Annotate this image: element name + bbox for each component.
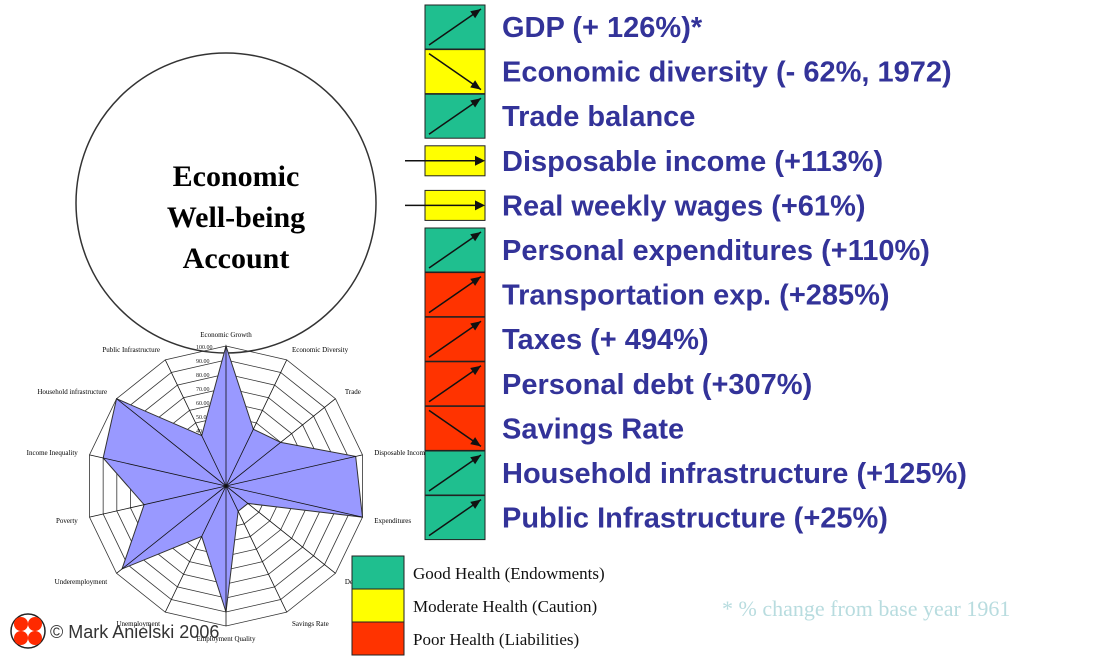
legend-label: Good Health (Endowments) bbox=[413, 564, 605, 583]
axis-line bbox=[225, 485, 288, 613]
indicator-list: GDP (+ 126%)* Economic diversity (- 62%, … bbox=[405, 4, 967, 541]
axis-label: Poverty bbox=[56, 517, 78, 525]
axis-label: Public Infrastructure bbox=[102, 346, 160, 354]
r-tick-label: 50.00 bbox=[196, 415, 210, 421]
axis-line bbox=[225, 398, 336, 487]
arrow-head bbox=[470, 321, 481, 331]
logo bbox=[10, 613, 46, 649]
axis-line bbox=[89, 485, 227, 518]
arrow-head bbox=[475, 200, 485, 211]
axis-label: Expenditures bbox=[374, 517, 411, 525]
arrow-head bbox=[470, 365, 481, 376]
axis-label: Unemployment bbox=[116, 620, 160, 628]
indicator-label: Taxes (+ 494%) bbox=[502, 324, 709, 356]
legend-swatch bbox=[351, 555, 405, 590]
r-tick-label: 60.00 bbox=[196, 401, 210, 407]
axis-line bbox=[89, 454, 227, 487]
circle-title: Well-being bbox=[167, 201, 305, 234]
indicator-label: Real weekly wages (+61%) bbox=[502, 190, 866, 222]
indicator-label: Public Infrastructure (+25%) bbox=[502, 503, 888, 535]
circle-title: Economic bbox=[173, 160, 300, 193]
indicator-arrow bbox=[428, 409, 482, 448]
indicator-label: Household infrastructure (+125%) bbox=[502, 458, 967, 490]
indicator-label: Personal expenditures (+110%) bbox=[502, 235, 930, 267]
indicator-label: Transportation exp. (+285%) bbox=[502, 280, 890, 312]
arrow-head bbox=[470, 98, 481, 108]
axis-label: Savings Rate bbox=[292, 620, 329, 628]
axis-label: Economic Growth bbox=[200, 331, 252, 339]
radar-chart: 10.0020.0030.0040.0050.0060.0070.0080.00… bbox=[27, 331, 428, 643]
axis-line bbox=[164, 359, 227, 487]
axis-line bbox=[116, 485, 227, 574]
circle-title: Account bbox=[183, 242, 290, 275]
axis-label: Disposable Income bbox=[374, 449, 428, 457]
axis-line bbox=[164, 485, 227, 613]
indicator-arrow bbox=[428, 498, 482, 537]
r-tick-label: 80.00 bbox=[196, 373, 210, 379]
axis-line bbox=[225, 485, 363, 518]
arrow-head bbox=[470, 499, 481, 509]
arrow-head bbox=[475, 155, 485, 166]
indicator-arrow bbox=[428, 454, 482, 492]
axis-label: Trade bbox=[345, 388, 361, 396]
indicator-arrow bbox=[428, 52, 482, 91]
legend-swatch bbox=[351, 621, 405, 656]
indicator-arrow bbox=[428, 97, 482, 135]
axis-label: Underemployment bbox=[55, 578, 108, 586]
arrow-head bbox=[470, 437, 481, 447]
indicator-arrow bbox=[428, 8, 482, 46]
indicator-label: Trade balance bbox=[502, 101, 695, 133]
axis-line bbox=[225, 454, 363, 487]
indicator-arrow bbox=[428, 275, 482, 314]
r-tick-label: 100.00 bbox=[196, 345, 213, 351]
r-tick-label: 90.00 bbox=[196, 359, 210, 365]
arrow-head bbox=[470, 80, 481, 90]
indicator-arrow bbox=[428, 231, 482, 269]
r-tick-label: 70.00 bbox=[196, 387, 210, 393]
indicator-arrow bbox=[428, 365, 482, 403]
footnote: * % change from base year 1961 bbox=[722, 596, 1010, 621]
indicator-arrow bbox=[428, 320, 482, 358]
arrow-head bbox=[470, 455, 481, 465]
axis-line bbox=[225, 485, 336, 574]
arrow-head bbox=[470, 232, 481, 242]
arrow-head bbox=[470, 9, 481, 19]
axis-label: Household infrastructure bbox=[37, 388, 107, 396]
axis-label: Economic Diversity bbox=[292, 346, 349, 354]
legend-label: Poor Health (Liabilities) bbox=[413, 630, 579, 649]
legend-label: Moderate Health (Caution) bbox=[413, 597, 597, 616]
legend-swatch bbox=[351, 588, 405, 623]
legend: Good Health (Endowments) Moderate Health … bbox=[351, 555, 605, 656]
axis-label: Income Inequality bbox=[27, 449, 79, 457]
axis-label: Employment Quality bbox=[197, 635, 256, 643]
radar-area bbox=[102, 344, 364, 613]
arrow-head bbox=[470, 276, 481, 286]
indicator-label: GDP (+ 126%)* bbox=[502, 12, 703, 44]
indicator-label: Personal debt (+307%) bbox=[502, 369, 812, 401]
copyright: © Mark Anielski 2006 bbox=[50, 622, 219, 642]
indicator-label: Disposable income (+113%) bbox=[502, 146, 883, 178]
indicator-label: Economic diversity (- 62%, 1972) bbox=[502, 57, 952, 89]
axis-line bbox=[116, 398, 227, 487]
axis-line bbox=[225, 359, 288, 487]
indicator-label: Savings Rate bbox=[502, 413, 684, 445]
